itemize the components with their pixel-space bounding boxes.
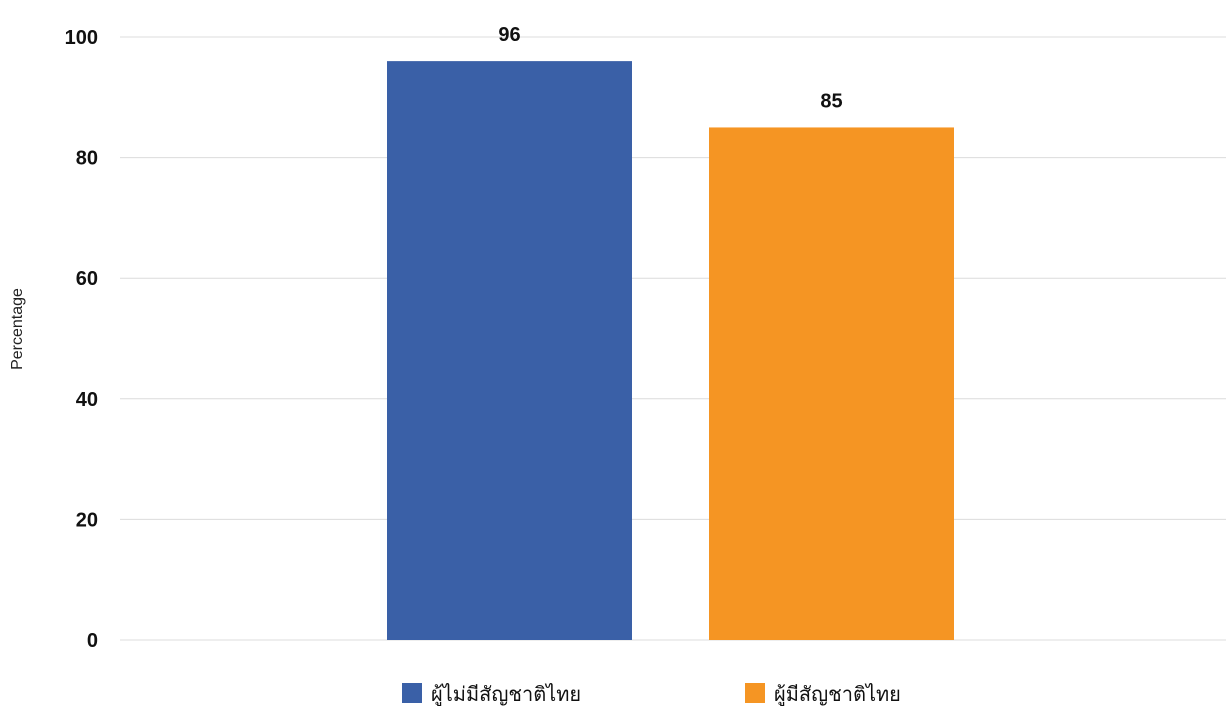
- y-axis-title: Percentage: [9, 288, 26, 370]
- y-tick-label: 60: [76, 268, 98, 290]
- legend-label: ผู้ไม่มีสัญชาติไทย: [431, 682, 581, 707]
- y-tick-label: 0: [87, 630, 98, 652]
- data-label: 96: [498, 24, 520, 46]
- gridlines: [120, 36, 1226, 641]
- legend: ผู้ไม่มีสัญชาติไทย ผู้มีสัญชาติไทย: [402, 682, 901, 707]
- data-labels: 96 85: [498, 24, 842, 112]
- legend-label: ผู้มีสัญชาติไทย: [774, 682, 901, 707]
- bars: [387, 61, 954, 641]
- y-tick-label: 40: [76, 389, 98, 411]
- bar: [709, 127, 954, 640]
- y-axis-ticks: 0 20 40 60 80 100: [65, 27, 98, 652]
- y-tick-label: 100: [65, 27, 98, 49]
- y-tick-label: 80: [76, 148, 98, 170]
- legend-swatch: [402, 683, 422, 703]
- legend-swatch: [745, 683, 765, 703]
- bar: [387, 61, 632, 641]
- y-tick-label: 20: [76, 509, 98, 531]
- data-label: 85: [820, 90, 842, 112]
